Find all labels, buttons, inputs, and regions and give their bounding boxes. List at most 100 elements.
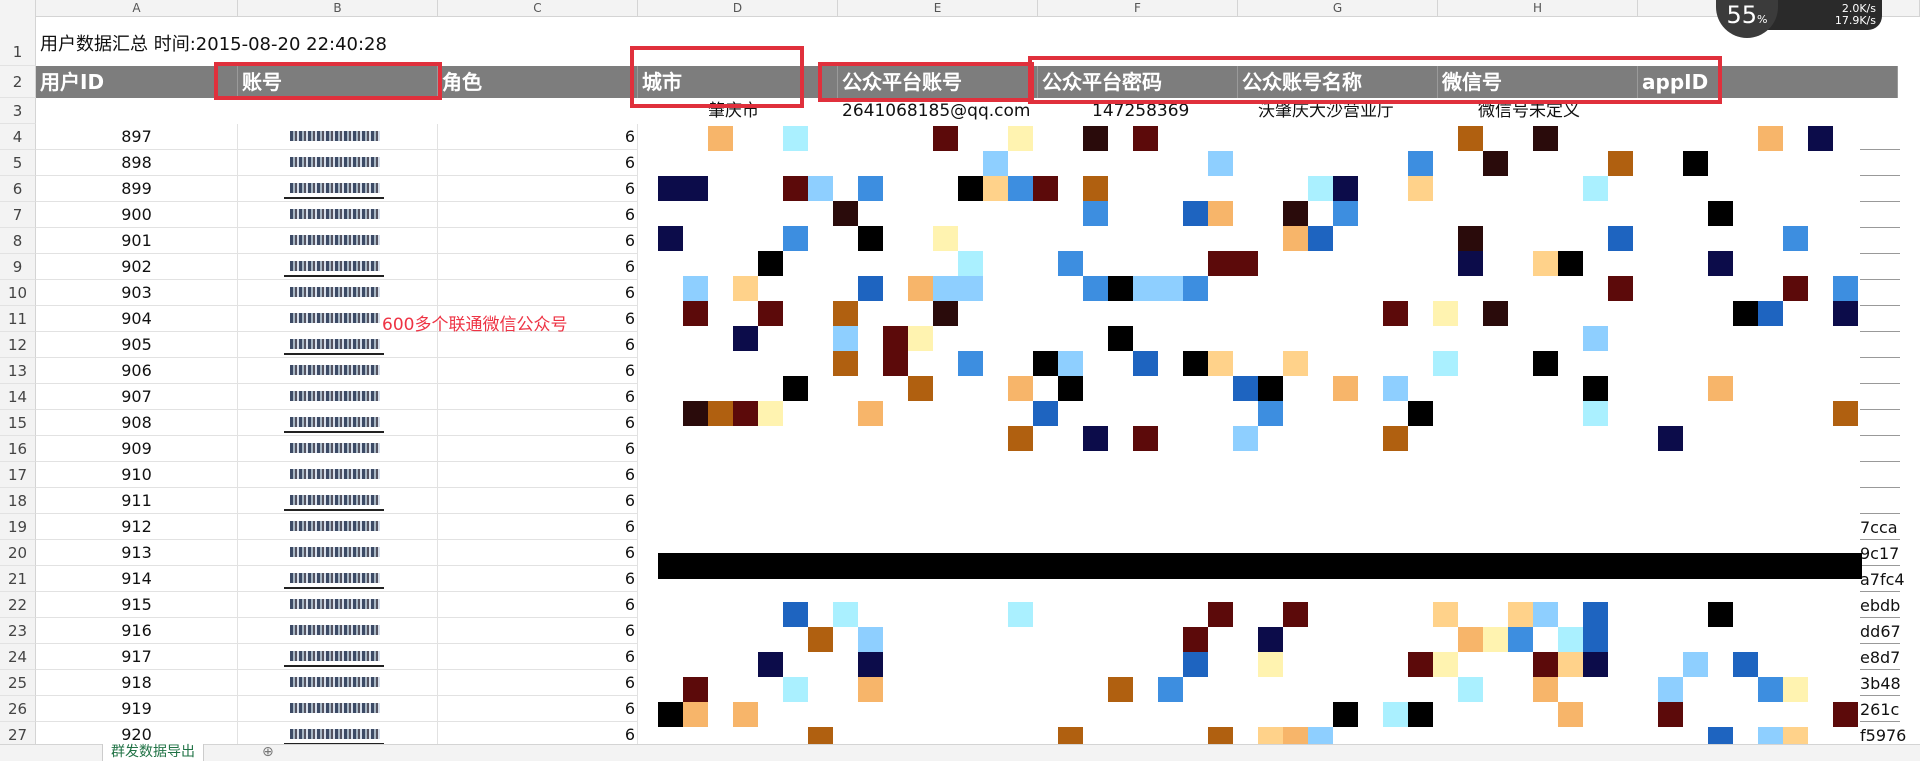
cell-role[interactable]: 6 [438, 592, 638, 618]
cell-role[interactable]: 6 [438, 150, 638, 176]
hash-fragment[interactable]: 7cca [1860, 518, 1898, 537]
cell-account-blurred[interactable] [238, 124, 438, 150]
cell-user-id[interactable]: 905 [36, 332, 238, 358]
cell-role[interactable]: 6 [438, 566, 638, 592]
hash-fragment[interactable]: a7fc4 [1860, 570, 1905, 589]
row-number[interactable]: 2 [0, 66, 36, 98]
cell-role[interactable]: 6 [438, 306, 638, 332]
cell-user-id[interactable]: 899 [36, 176, 238, 202]
hash-fragment[interactable]: f5976 [1860, 726, 1907, 745]
cell-account-blurred[interactable] [238, 514, 438, 540]
hash-fragment[interactable]: e8d7 [1860, 648, 1901, 667]
performance-badge[interactable]: 55% [1716, 0, 1778, 38]
add-sheet-icon[interactable]: ⊕ [262, 744, 274, 760]
cell-user-id[interactable]: 904 [36, 306, 238, 332]
cell-role[interactable]: 6 [438, 410, 638, 436]
row-number[interactable]: 6 [0, 176, 36, 202]
column-header-e[interactable]: E [838, 0, 1038, 16]
cell-platform-account[interactable]: 2641068185@qq.com [842, 101, 1031, 121]
column-header-c[interactable]: C [438, 0, 638, 16]
cell-user-id[interactable]: 911 [36, 488, 238, 514]
cell-user-id[interactable]: 916 [36, 618, 238, 644]
cell-user-id[interactable]: 898 [36, 150, 238, 176]
hash-fragment[interactable]: ebdb [1860, 596, 1901, 615]
cell-role[interactable]: 6 [438, 124, 638, 150]
cell-user-id[interactable]: 913 [36, 540, 238, 566]
cell-role[interactable]: 6 [438, 332, 638, 358]
cell-account-blurred[interactable] [238, 436, 438, 462]
cell-role[interactable]: 6 [438, 488, 638, 514]
row-number[interactable]: 20 [0, 540, 36, 566]
row-number[interactable]: 27 [0, 722, 36, 748]
cell-account-blurred[interactable] [238, 462, 438, 488]
row-number[interactable]: 7 [0, 202, 36, 228]
row-number[interactable]: 17 [0, 462, 36, 488]
cell-user-id[interactable]: 918 [36, 670, 238, 696]
sheet-tab[interactable]: 群发数据导出 [102, 744, 204, 761]
column-header-d[interactable]: D [638, 0, 838, 16]
cell-account-blurred[interactable] [238, 644, 438, 670]
header-city[interactable]: 城市 [638, 66, 838, 98]
row-number[interactable]: 23 [0, 618, 36, 644]
cell-account-name[interactable]: 沃肇庆大沙营业厅 [1258, 101, 1394, 121]
cell-role[interactable]: 6 [438, 514, 638, 540]
cell-user-id[interactable]: 901 [36, 228, 238, 254]
row-number[interactable]: 13 [0, 358, 36, 384]
cell-user-id[interactable]: 897 [36, 124, 238, 150]
cell-role[interactable]: 6 [438, 254, 638, 280]
cell-role[interactable]: 6 [438, 358, 638, 384]
cell-account-blurred[interactable] [238, 176, 438, 202]
cell-platform-password[interactable]: 147258369 [1092, 101, 1190, 121]
cell-user-id[interactable]: 912 [36, 514, 238, 540]
header-account[interactable]: 账号 [238, 66, 438, 98]
cell-wechat-id[interactable]: 微信号未定义 [1478, 101, 1580, 121]
cell-account-blurred[interactable] [238, 540, 438, 566]
cell-account-blurred[interactable] [238, 566, 438, 592]
row-number[interactable]: 12 [0, 332, 36, 358]
cell-user-id[interactable]: 910 [36, 462, 238, 488]
cell-account-blurred[interactable] [238, 592, 438, 618]
cell-account-blurred[interactable] [238, 280, 438, 306]
cell-user-id[interactable]: 914 [36, 566, 238, 592]
column-header-g[interactable]: G [1238, 0, 1438, 16]
cell-user-id[interactable]: 906 [36, 358, 238, 384]
row-number[interactable]: 1 [0, 16, 36, 66]
cell-account-blurred[interactable] [238, 358, 438, 384]
cell-user-id[interactable]: 903 [36, 280, 238, 306]
row-number[interactable]: 10 [0, 280, 36, 306]
row-number[interactable]: 22 [0, 592, 36, 618]
cell-account-blurred[interactable] [238, 306, 438, 332]
header-platform-account[interactable]: 公众平台账号 [838, 66, 1038, 98]
cell-user-id[interactable]: 900 [36, 202, 238, 228]
row-number[interactable]: 25 [0, 670, 36, 696]
row-number[interactable]: 11 [0, 306, 36, 332]
cell-role[interactable]: 6 [438, 436, 638, 462]
cell-role[interactable]: 6 [438, 280, 638, 306]
cell-user-id[interactable]: 909 [36, 436, 238, 462]
row-number[interactable]: 14 [0, 384, 36, 410]
cell-account-blurred[interactable] [238, 332, 438, 358]
corner-cell[interactable] [0, 0, 36, 16]
header-platform-password[interactable]: 公众平台密码 [1038, 66, 1238, 98]
header-app-id[interactable]: appID [1638, 66, 1898, 98]
cell-role[interactable]: 6 [438, 176, 638, 202]
cell-role[interactable]: 6 [438, 384, 638, 410]
row-number[interactable]: 8 [0, 228, 36, 254]
row-number[interactable]: 5 [0, 150, 36, 176]
cell-user-id[interactable]: 902 [36, 254, 238, 280]
column-header-a[interactable]: A [36, 0, 238, 16]
cell-account-blurred[interactable] [238, 410, 438, 436]
cell-account-blurred[interactable] [238, 254, 438, 280]
cell-role[interactable]: 6 [438, 462, 638, 488]
cell-account-blurred[interactable] [238, 696, 438, 722]
hash-fragment[interactable]: 3b48 [1860, 674, 1901, 693]
cell-role[interactable]: 6 [438, 540, 638, 566]
row-number[interactable]: 19 [0, 514, 36, 540]
cell-account-blurred[interactable] [238, 488, 438, 514]
row-number[interactable]: 21 [0, 566, 36, 592]
cell-account-blurred[interactable] [238, 228, 438, 254]
row-number[interactable]: 3 [0, 98, 36, 124]
hash-fragment[interactable]: 261c [1860, 700, 1900, 719]
cell-account-blurred[interactable] [238, 670, 438, 696]
cell-role[interactable]: 6 [438, 618, 638, 644]
